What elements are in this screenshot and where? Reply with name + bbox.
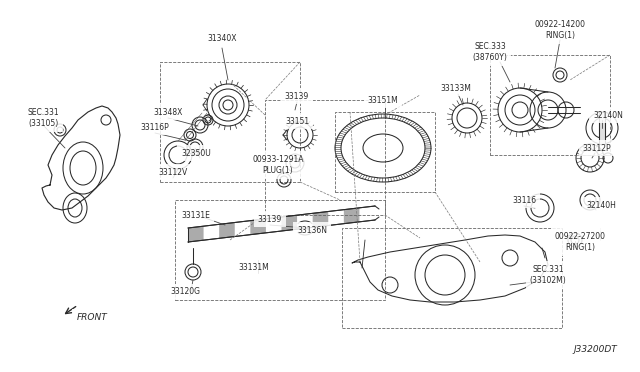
Text: 32140N: 32140N [593,110,623,119]
Text: 33112P: 33112P [582,144,611,153]
Text: 33139: 33139 [285,92,309,100]
Text: 33131E: 33131E [182,211,211,219]
Text: 00933-1291A
PLUG(1): 00933-1291A PLUG(1) [252,155,304,175]
Text: 00922-14200
RING(1): 00922-14200 RING(1) [534,20,586,40]
Polygon shape [313,212,328,227]
Polygon shape [250,219,266,235]
Text: 33151M: 33151M [367,96,398,105]
Text: 33151: 33151 [285,116,309,125]
Text: 33131M: 33131M [239,263,269,273]
Bar [335,112,435,192]
Bar [265,100,385,215]
Text: 33133M: 33133M [440,83,472,93]
Bar [160,62,300,182]
Text: 32350U: 32350U [181,148,211,157]
Bar [175,200,385,300]
Bar [599,112,605,144]
Text: SEC.331
(33102M): SEC.331 (33102M) [530,265,566,285]
Bar [490,55,610,155]
Text: 33120G: 33120G [170,288,200,296]
Text: 00922-27200
RING(1): 00922-27200 RING(1) [554,232,605,252]
Text: FRONT: FRONT [77,314,108,323]
Polygon shape [219,222,235,238]
Text: 32140H: 32140H [586,201,616,209]
Polygon shape [188,226,204,242]
Text: 33136N: 33136N [297,225,327,234]
Text: 33116P: 33116P [141,122,170,131]
Text: J33200DT: J33200DT [573,345,617,354]
Bar [342,228,562,328]
Text: 31348X: 31348X [154,108,182,116]
Text: 33139: 33139 [258,215,282,224]
Bar [599,112,605,144]
Text: SEC.331
(33105): SEC.331 (33105) [27,108,59,128]
Polygon shape [344,208,360,224]
Polygon shape [282,215,297,231]
Text: 33116: 33116 [512,196,536,205]
Text: 33112V: 33112V [158,167,188,176]
Text: SEC.333
(38760Y): SEC.333 (38760Y) [472,42,508,62]
Text: 31340X: 31340X [207,33,237,42]
